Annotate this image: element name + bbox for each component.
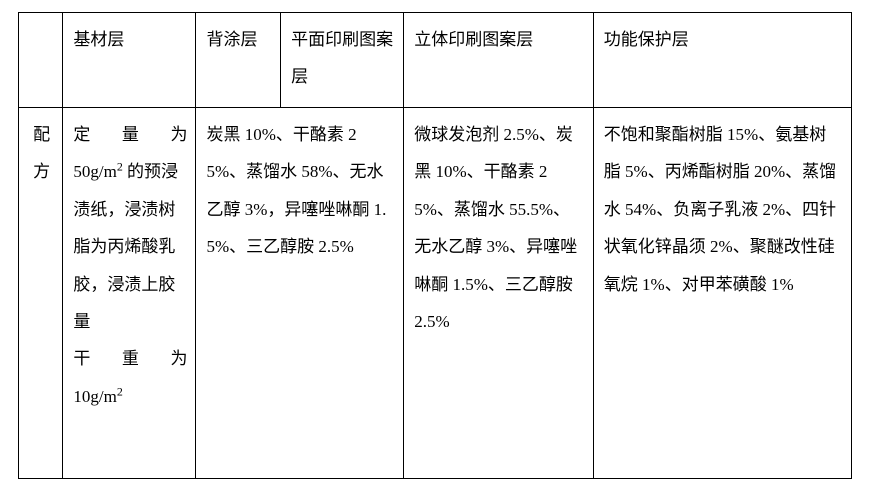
header-substrate: 基材层 <box>63 13 196 108</box>
cell-protect: 不饱和聚酯树脂 15%、氨基树脂 5%、丙烯酯树脂 20%、蒸馏水 54%、负离… <box>593 108 851 479</box>
cell-substrate: 定量为50g/m2 的预浸渍纸，浸渍树脂为丙烯酸乳胶，浸渍上胶量干重为10g/m… <box>63 108 196 479</box>
header-backcoat: 背涂层 <box>196 13 281 108</box>
cell-backcoat-flatprint-merged: 炭黑 10%、干酪素 25%、蒸馏水 58%、无水乙醇 3%，异噻唑啉酮 1.5… <box>196 108 404 479</box>
table-body-row: 配 方 定量为50g/m2 的预浸渍纸，浸渍树脂为丙烯酸乳胶，浸渍上胶量干重为1… <box>19 108 852 479</box>
rowlabel-char-2: 方 <box>29 153 54 190</box>
page: 基材层 背涂层 平面印刷图案层 立体印刷图案层 功能保护层 配 方 定量为50g… <box>0 0 872 504</box>
rowlabel-char-1: 配 <box>29 116 54 153</box>
cell-rowlabel: 配 方 <box>19 108 63 479</box>
header-flatprint: 平面印刷图案层 <box>281 13 404 108</box>
cell-reliefprint: 微球发泡剂 2.5%、炭黑 10%、干酪素 25%、蒸馏水 55.5%、无水乙醇… <box>404 108 594 479</box>
table-header-row: 基材层 背涂层 平面印刷图案层 立体印刷图案层 功能保护层 <box>19 13 852 108</box>
formula-table: 基材层 背涂层 平面印刷图案层 立体印刷图案层 功能保护层 配 方 定量为50g… <box>18 12 852 479</box>
header-protect: 功能保护层 <box>593 13 851 108</box>
header-reliefprint: 立体印刷图案层 <box>404 13 594 108</box>
header-rowlabel <box>19 13 63 108</box>
